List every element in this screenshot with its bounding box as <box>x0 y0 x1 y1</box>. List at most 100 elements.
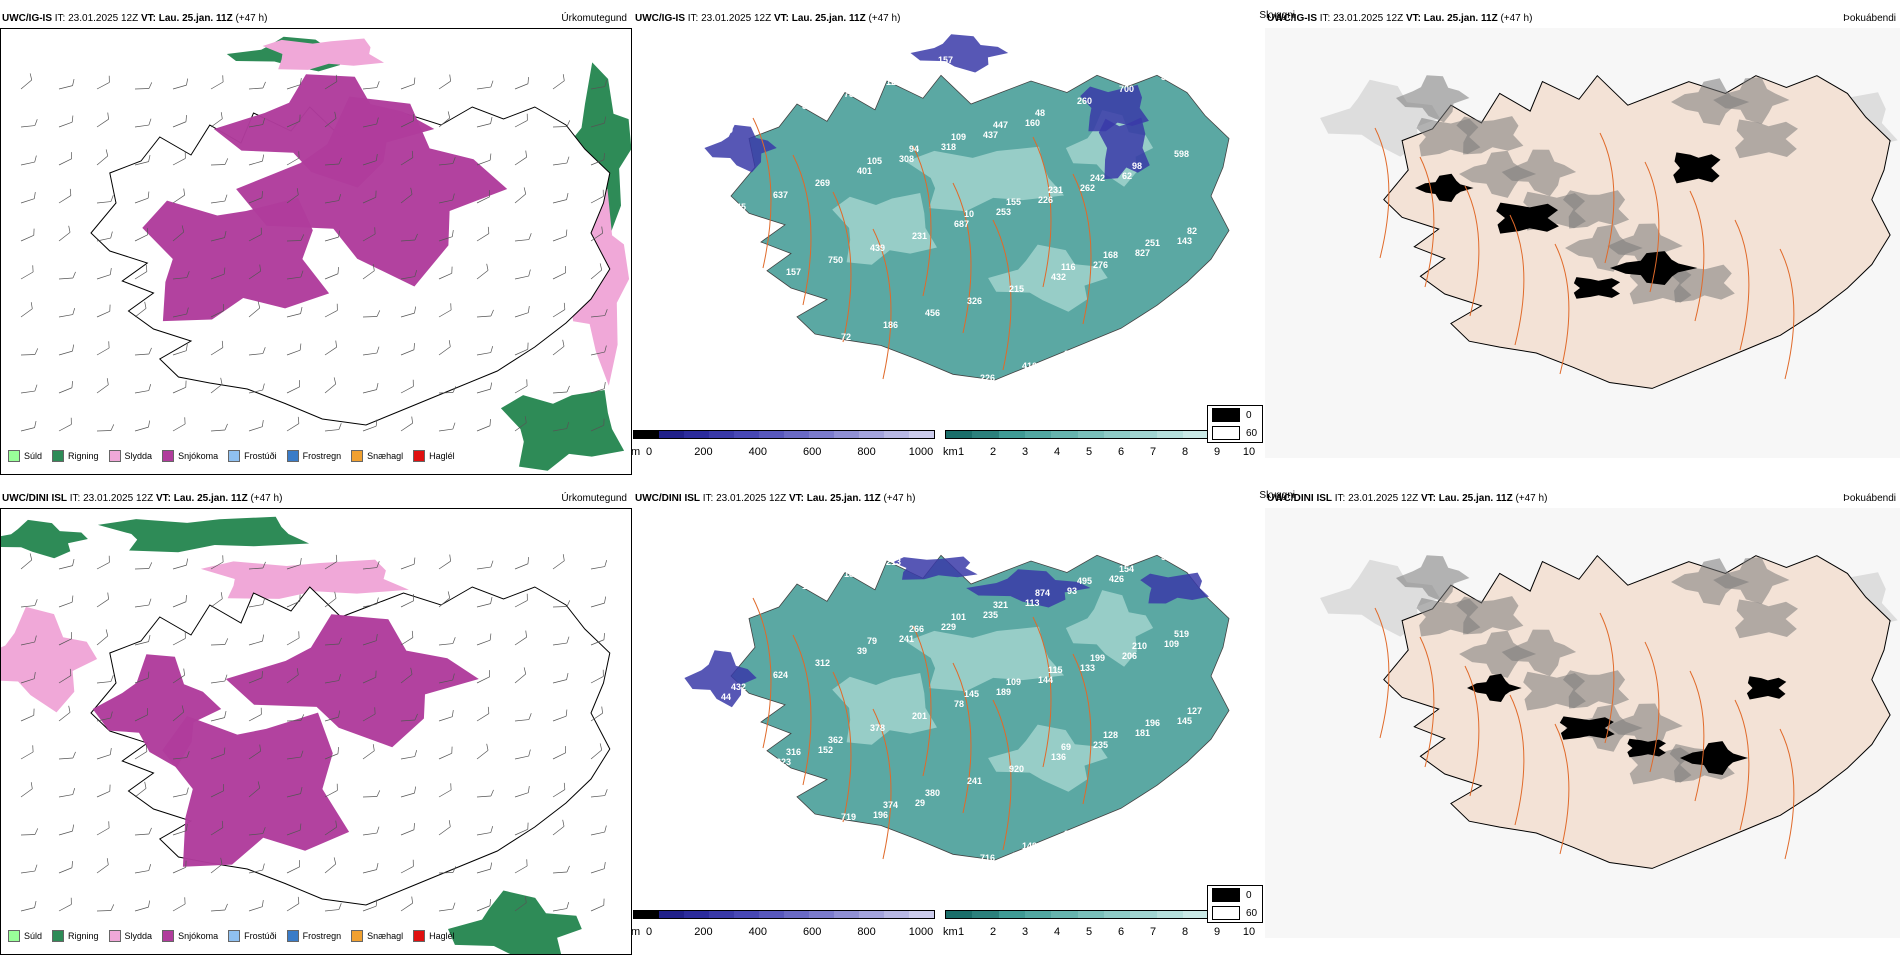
cloud-base-label: 251 <box>1145 238 1160 248</box>
wind-barb <box>134 864 152 873</box>
wind-barb <box>324 423 342 431</box>
legend-item: Slydda <box>109 930 153 942</box>
wind-barb <box>247 900 265 911</box>
cloud-base-label: 920 <box>1009 764 1024 774</box>
cloud-base-label: 719 <box>841 812 856 822</box>
lead-time: (+47 h) <box>1500 13 1532 24</box>
wind-barb <box>475 863 493 873</box>
cloud-base-label: 215 <box>1009 284 1024 294</box>
cloud-base-label: 132 <box>789 354 804 364</box>
cloud-base-label: 241 <box>899 634 914 644</box>
colorbar-tick-label: 1000 <box>909 926 933 938</box>
cloud-base-label: 175 <box>679 704 694 714</box>
colorbar-unit: km <box>943 926 958 938</box>
colorbar-unit: m <box>631 926 640 938</box>
cloud-base-label: 365 <box>760 593 775 603</box>
wind-barb <box>249 82 266 89</box>
cloud-base-label: 359 <box>802 101 817 111</box>
colorbar-segment <box>1051 911 1077 918</box>
vt-value: Lau. 25.jan. 11Z <box>807 493 881 504</box>
wind-barb <box>208 75 226 89</box>
colorbar-segment <box>1025 911 1051 918</box>
sleet-area <box>1 607 97 713</box>
cloud-base-label: 149 <box>1022 841 1037 851</box>
model-name: UWC/IG-IS <box>1267 13 1317 24</box>
wind-barb <box>18 745 36 759</box>
cloud-base-label: 999 <box>757 836 772 846</box>
legend-label: Frostregn <box>303 931 342 941</box>
cloud-base-label: 340 <box>1161 72 1176 82</box>
colorbar-segment <box>834 911 859 918</box>
it-value: 23.01.2025 12Z <box>701 13 771 24</box>
colorbar-tick-label: 9 <box>1214 446 1220 458</box>
fog-legend-label: 60 <box>1246 908 1257 919</box>
wind-barb <box>398 897 415 911</box>
cloud-base-label: 495 <box>1077 576 1092 586</box>
wind-barb <box>436 555 453 569</box>
cloud-base-label: 210 <box>760 113 775 123</box>
wind-barb <box>553 386 570 393</box>
wind-barb <box>171 381 189 393</box>
colorbar-segment <box>709 431 734 438</box>
cloud-base-label: 180 <box>844 569 859 579</box>
colorbar-segment <box>859 431 884 438</box>
wind-barb <box>93 629 110 645</box>
legend-label: Snæhagl <box>367 451 403 461</box>
wind-barb <box>94 341 112 355</box>
vt-label: VT: <box>774 13 789 24</box>
cloud-base-label: 716 <box>980 853 995 863</box>
wind-barb <box>94 76 112 89</box>
colorbar-tick-label: 9 <box>1214 926 1220 938</box>
low-cloud-area <box>911 34 1009 72</box>
colorbar-tick-label: 3 <box>1022 446 1028 458</box>
cloud-base-label: 168 <box>1103 250 1118 260</box>
cloud-base-label: 136 <box>1051 752 1066 762</box>
wind-barb <box>19 192 37 203</box>
cloud-base-label: 133 <box>1080 663 1095 673</box>
colorbar-segment <box>1183 431 1209 438</box>
wind-barb <box>95 268 113 279</box>
cloud-base-label: 157 <box>938 55 953 65</box>
colorbar-tick-label: 600 <box>803 446 821 458</box>
cloud-base-label: 437 <box>983 130 998 140</box>
cloud-base-label: 615 <box>1203 60 1218 70</box>
wind-barb <box>512 859 530 873</box>
legend-item: Súld <box>8 450 42 462</box>
colorbar-segment <box>1104 911 1130 918</box>
legend-label: Frostregn <box>303 451 342 461</box>
legend-label: Frostúði <box>244 931 277 941</box>
legend-swatch <box>109 930 121 942</box>
cloud-base-label: 229 <box>941 622 956 632</box>
cloud-base-label: 78 <box>954 699 964 709</box>
cloud-base-label: 630 <box>1106 817 1121 827</box>
wind-barb <box>57 861 75 873</box>
cloud-base-label: 192 <box>747 846 762 856</box>
wind-barb <box>549 820 566 835</box>
wind-barb <box>438 903 456 911</box>
wind-barb <box>56 189 74 203</box>
cloud-base-label: 827 <box>1135 248 1150 258</box>
legend-item: Frostúði <box>228 450 277 462</box>
cloud-base-label: 234 <box>928 65 943 75</box>
cloud-base-label: 204 <box>970 533 985 543</box>
cloud-base-label: 62 <box>1122 171 1132 181</box>
cloud-base-label: 262 <box>1080 183 1095 193</box>
cloud-base-label: 640 <box>689 694 704 704</box>
legend-item: Snjókoma <box>162 930 218 942</box>
fog-legend-swatch <box>1212 906 1240 920</box>
fog-panel: UWC/DINI ISL IT: 23.01.2025 12Z VT: Lau.… <box>1265 490 1900 960</box>
wind-barb <box>94 821 112 835</box>
wind-barb <box>20 901 38 911</box>
colorbar-segment <box>999 431 1025 438</box>
cloud-base-label: 235 <box>983 610 998 620</box>
cloud-base-label: 94 <box>909 144 919 154</box>
vt-label: VT: <box>156 493 171 504</box>
model-name: UWC/DINI ISL <box>1267 493 1332 504</box>
wind-barb <box>134 119 152 127</box>
wind-barb <box>21 348 38 355</box>
legend-swatch <box>413 930 425 942</box>
legend-swatch <box>351 930 363 942</box>
